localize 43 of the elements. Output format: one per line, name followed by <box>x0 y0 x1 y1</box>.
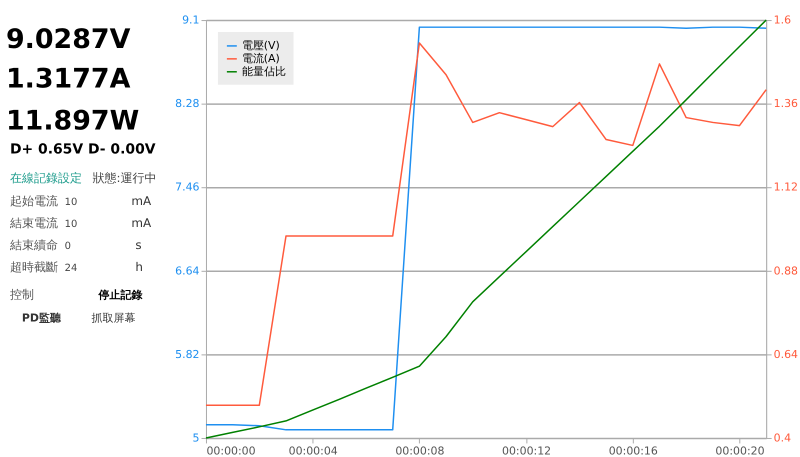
y2-tick-label: 0.88 <box>774 264 798 278</box>
text: 控制 <box>10 288 34 302</box>
x-tick-label: 00:00:00 <box>206 444 256 457</box>
x-tick-label: 00:00:04 <box>288 444 338 457</box>
y2-tick-label: 0.4 <box>774 431 792 444</box>
legend-label: 電壓(V) <box>242 38 280 52</box>
y2-tick-label: 1.36 <box>774 97 798 110</box>
text: 狀態:運行中 <box>92 171 157 186</box>
text: 起始電流 <box>10 194 58 208</box>
text: 結束電流 <box>8 216 58 230</box>
x-tick-label: 00:00:16 <box>608 444 658 457</box>
x-tick-label: 00:00:20 <box>715 444 765 457</box>
y2-tick-label: 1.12 <box>774 180 798 194</box>
text: mA <box>131 194 152 208</box>
y-tick-label: 7.46 <box>175 180 200 194</box>
x-tick-label: 00:00:08 <box>395 444 444 457</box>
y2-tick-label: 1.6 <box>774 14 792 27</box>
y-tick-label: 5.82 <box>175 348 200 361</box>
text: PD監聽 <box>22 312 62 325</box>
text: 停止記錄 <box>98 288 143 302</box>
text: 11.897W <box>6 106 140 137</box>
y-tick-label: 9.1 <box>182 14 200 27</box>
text: 10 <box>64 197 78 208</box>
y-tick-label: 6.64 <box>175 264 200 278</box>
text: 超時截斷 <box>10 260 58 274</box>
text: 1.3177A <box>6 64 131 95</box>
text: 結束續命 <box>8 238 58 252</box>
text: 10 <box>64 219 78 230</box>
legend-label: 能量佔比 <box>242 64 286 78</box>
legend-label: 電流(A) <box>242 52 280 65</box>
y2-tick-label: 0.64 <box>774 348 798 361</box>
text: D+ 0.65V D- 0.00V <box>10 141 156 158</box>
text: 9.0287V <box>6 24 131 55</box>
y-tick-label: 5 <box>192 431 200 444</box>
y-tick-label: 8.28 <box>175 97 200 110</box>
text: 抓取屏幕 <box>92 312 136 325</box>
x-tick-label: 00:00:12 <box>502 444 552 457</box>
text: 在線記錄設定 <box>10 171 82 186</box>
text: s <box>135 238 142 252</box>
text: 24 <box>64 262 78 274</box>
text: mA <box>131 216 152 230</box>
text: h <box>135 260 143 274</box>
text: 0 <box>64 240 72 252</box>
